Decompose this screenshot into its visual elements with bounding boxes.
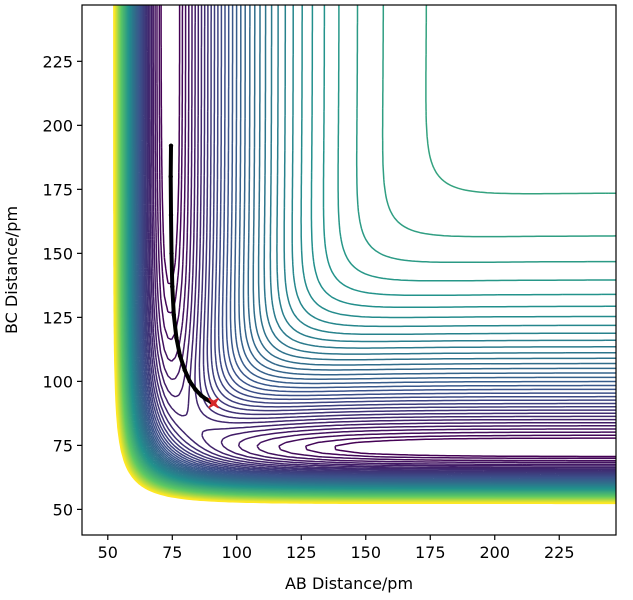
y-tick-label: 150 (42, 244, 73, 263)
y-tick-label: 225 (42, 52, 73, 71)
trajectory-point (171, 312, 176, 317)
y-tick-label: 175 (42, 180, 73, 199)
trajectory-point (204, 397, 209, 402)
x-tick-label: 125 (286, 543, 317, 562)
contour-line (154, 5, 616, 464)
contour-line (150, 5, 616, 467)
contour-line (147, 5, 616, 470)
y-tick-label: 50 (53, 500, 73, 519)
trajectory-point (168, 143, 174, 148)
contour-line (142, 5, 616, 475)
x-tick-label: 150 (350, 543, 381, 562)
contour-line (135, 5, 616, 483)
y-tick-label: 200 (42, 116, 73, 135)
x-tick-label: 75 (162, 543, 182, 562)
y-axis-ticks: 50 75 100 125 150 175 200 225 (42, 52, 82, 519)
trajectory-point (199, 393, 204, 398)
contour-line (136, 5, 616, 481)
x-tick-label: 225 (544, 543, 575, 562)
contour-line (140, 5, 616, 477)
trajectory-group (168, 143, 214, 405)
contour-line (160, 5, 616, 458)
contour-line (145, 5, 616, 473)
contour-line (141, 5, 616, 476)
trajectory-point (174, 335, 179, 341)
contour-line (158, 5, 616, 460)
trajectory-point (168, 212, 174, 218)
x-axis-label: AB Distance/pm (285, 574, 413, 593)
x-tick-label: 50 (98, 543, 118, 562)
trajectory-point (193, 387, 198, 392)
contour-line (146, 5, 616, 472)
saddle-marker-group (208, 397, 219, 409)
trajectory-point (187, 379, 192, 384)
trajectory-point (168, 174, 173, 179)
trajectory-point (170, 284, 175, 289)
contour-line (156, 5, 616, 462)
contour-line (152, 5, 616, 466)
x-tick-label: 100 (222, 543, 253, 562)
contour-line (136, 5, 616, 482)
plot-frame (81, 4, 617, 536)
trajectory-point (177, 353, 183, 358)
x-tick-label: 200 (479, 543, 510, 562)
contour-line (144, 5, 616, 474)
y-tick-label: 75 (53, 436, 73, 455)
y-axis-label: BC Distance/pm (2, 206, 21, 334)
trajectory-point (182, 367, 187, 373)
contour-line (139, 5, 616, 478)
x-tick-label: 175 (415, 543, 446, 562)
contour-line (113, 5, 616, 505)
y-tick-label: 125 (42, 308, 73, 327)
x-axis-ticks: 50 75 100 125 150 175 200 225 (98, 535, 575, 562)
contour-line (137, 5, 616, 480)
y-tick-label: 100 (42, 372, 73, 391)
trajectory-point (169, 251, 174, 256)
contour-line (138, 5, 616, 479)
saddle-point-marker (208, 397, 219, 409)
contour-line (132, 5, 616, 485)
